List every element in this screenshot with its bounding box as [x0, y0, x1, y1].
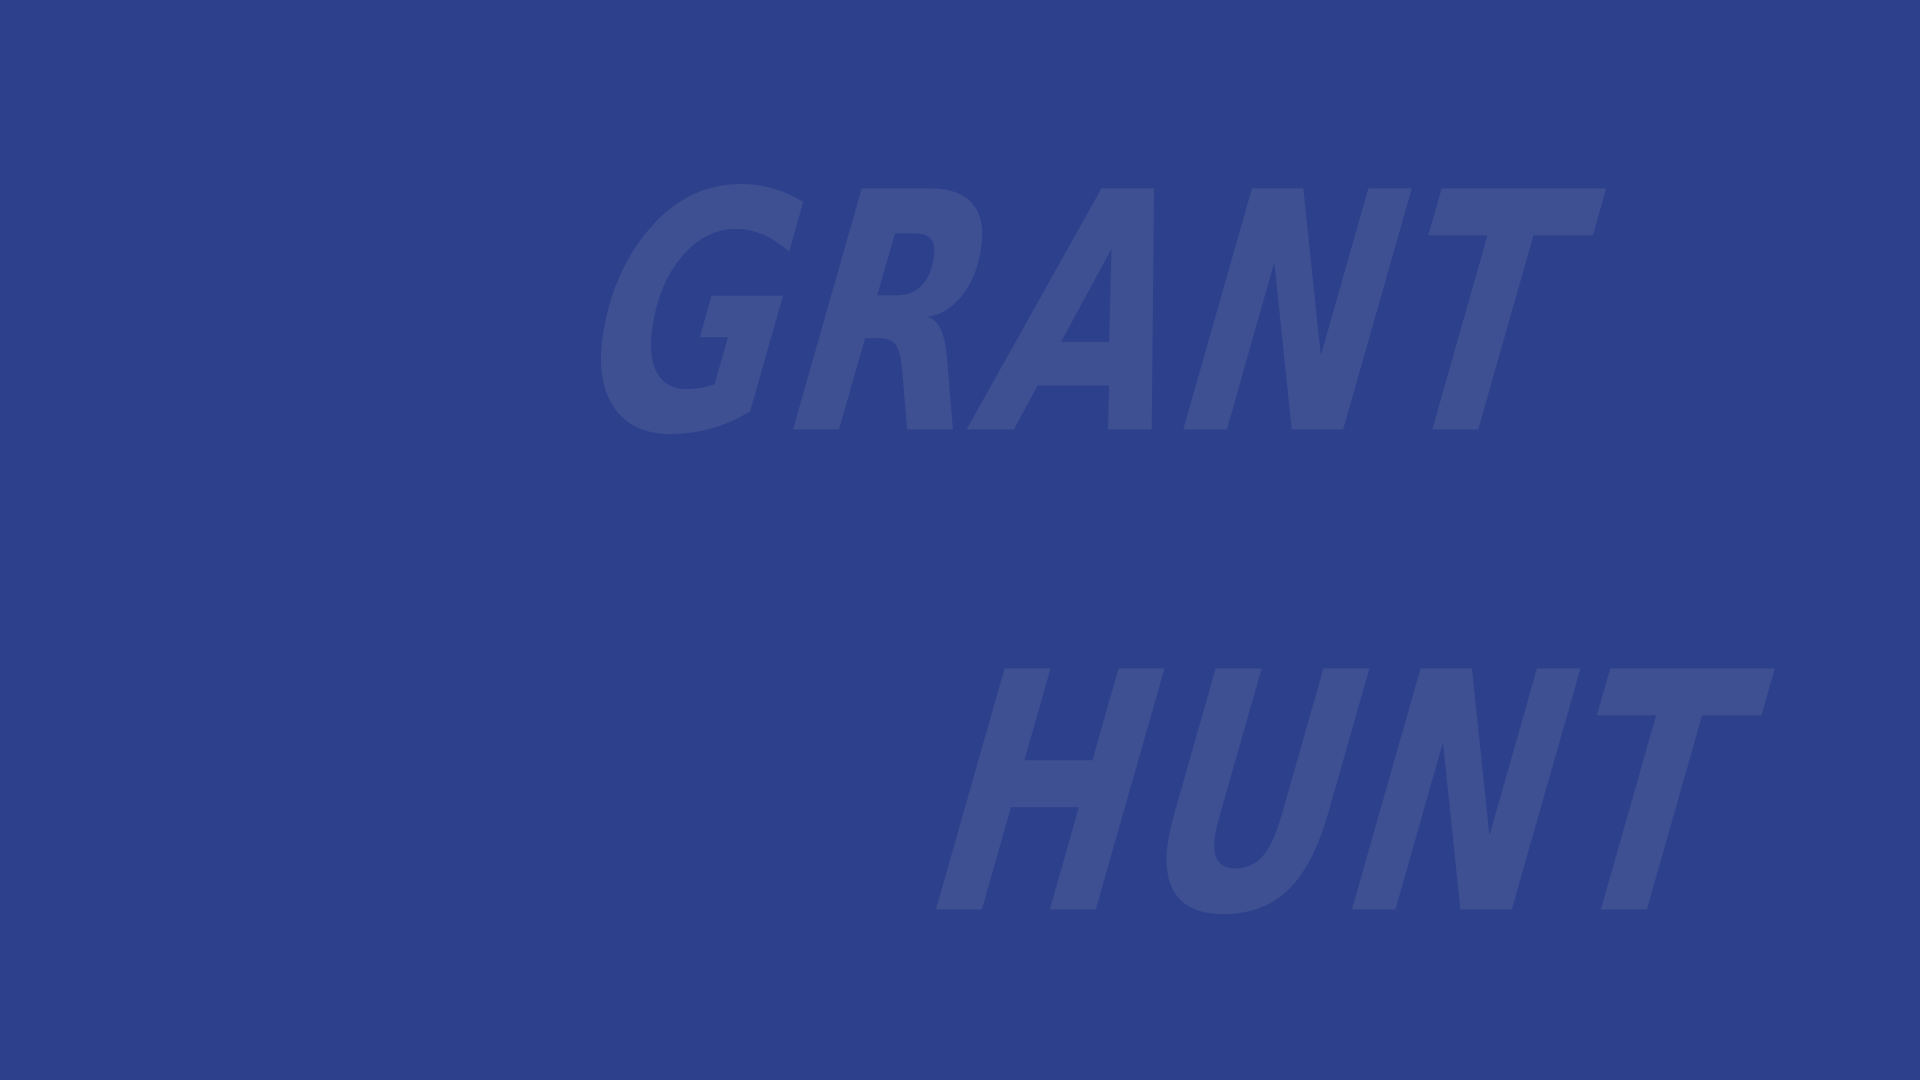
first-name-text: GRANT: [569, 123, 1606, 508]
last-name-text: HUNT: [919, 603, 1774, 988]
